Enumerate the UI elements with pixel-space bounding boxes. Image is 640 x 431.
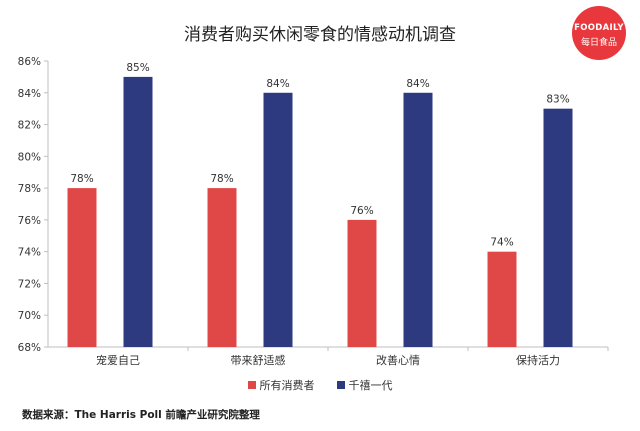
logo-brand-cn: 每日食品 bbox=[580, 38, 617, 48]
y-tick-label: 74% bbox=[18, 247, 41, 259]
legend-item-millennials: 千禧一代 bbox=[336, 377, 393, 393]
legend-swatch-all-consumers bbox=[247, 381, 256, 389]
logo-brand-en: FOODAILY bbox=[574, 23, 624, 33]
bar-value-label: 84% bbox=[266, 78, 289, 90]
bar-all-consumers bbox=[347, 219, 377, 347]
y-tick-label: 68% bbox=[18, 342, 41, 354]
bar-value-label: 85% bbox=[126, 62, 149, 74]
bar-millennials bbox=[123, 76, 153, 347]
x-category-label: 宠爱自己 bbox=[96, 353, 140, 367]
source-note: 数据来源：The Harris Poll 前瞻产业研究院整理 bbox=[22, 409, 260, 421]
y-tick-label: 70% bbox=[18, 310, 41, 322]
legend-item-all-consumers: 所有消费者 bbox=[247, 377, 315, 393]
bar-all-consumers bbox=[207, 188, 237, 347]
chart-title: 消费者购买休闲零食的情感动机调查 bbox=[184, 25, 456, 45]
x-category-label: 带来舒适感 bbox=[231, 353, 286, 367]
legend: 所有消费者 千禧一代 bbox=[0, 377, 640, 393]
bar-value-label: 78% bbox=[210, 173, 233, 185]
bar-millennials bbox=[263, 92, 293, 348]
y-tick-label: 72% bbox=[18, 278, 41, 290]
foodaily-logo: FOODAILY 每日食品 bbox=[572, 6, 626, 60]
legend-label-all-consumers: 所有消费者 bbox=[259, 379, 315, 392]
y-tick-label: 80% bbox=[18, 151, 41, 163]
bar-value-label: 78% bbox=[70, 173, 93, 185]
y-tick-label: 84% bbox=[18, 88, 41, 100]
bar-value-label: 74% bbox=[490, 237, 513, 249]
bar-all-consumers bbox=[67, 188, 97, 347]
legend-label-millennials: 千禧一代 bbox=[348, 379, 393, 392]
bar-all-consumers bbox=[487, 251, 517, 347]
bar-value-label: 76% bbox=[350, 205, 373, 217]
x-category-label: 保持活力 bbox=[516, 353, 560, 367]
bar-value-label: 84% bbox=[406, 78, 429, 90]
y-tick-label: 76% bbox=[18, 215, 41, 227]
bar-millennials bbox=[543, 108, 573, 348]
y-tick-label: 82% bbox=[18, 120, 41, 132]
bar-value-label: 83% bbox=[546, 94, 569, 106]
y-tick-label: 86% bbox=[18, 56, 41, 68]
x-category-label: 改善心情 bbox=[376, 353, 420, 367]
legend-swatch-millennials bbox=[336, 381, 345, 389]
y-tick-label: 78% bbox=[18, 183, 41, 195]
bar-millennials bbox=[403, 92, 433, 348]
